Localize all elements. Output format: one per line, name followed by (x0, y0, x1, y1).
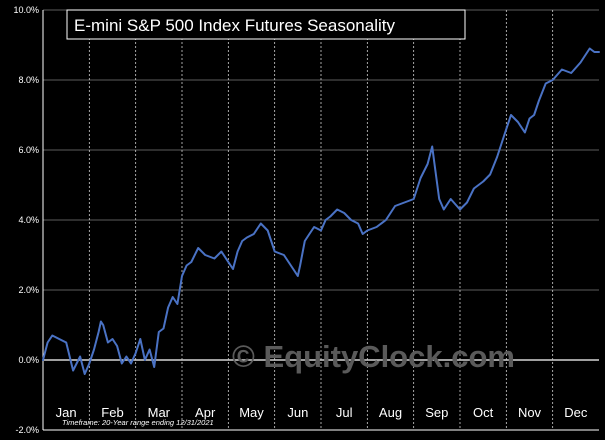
timeframe-footnote: Timeframe: 20-Year range ending 12/31/20… (62, 418, 214, 427)
month-label: Jul (336, 405, 353, 420)
chart-title: E-mini S&P 500 Index Futures Seasonality (74, 16, 395, 35)
month-label: Sep (425, 405, 448, 420)
y-tick-label: 6.0% (18, 145, 39, 155)
y-axis-ticks: -2.0% 0.0% 2.0% 4.0% 6.0% 8.0% 10.0% (13, 5, 39, 435)
month-label: Apr (195, 405, 216, 420)
y-tick-label: 10.0% (13, 5, 39, 15)
month-label: Dec (564, 405, 588, 420)
month-label: Oct (473, 405, 494, 420)
y-tick-label: 4.0% (18, 215, 39, 225)
month-label: Jan (56, 405, 77, 420)
series-layer (42, 47, 600, 375)
x-axis-ticks: Jan Feb Mar Apr May Jun Jul Aug Sep Oct Nov Dec (56, 405, 588, 420)
month-label: Mar (148, 405, 171, 420)
series-line (42, 47, 600, 375)
y-tick-label: 8.0% (18, 75, 39, 85)
month-label: May (239, 405, 264, 420)
month-label: Jun (287, 405, 308, 420)
title-box-frame (66, 9, 466, 40)
month-label: Aug (379, 405, 402, 420)
title-box: E-mini S&P 500 Index Futures Seasonality (66, 9, 466, 40)
month-label: Feb (101, 405, 123, 420)
y-tick-label: 2.0% (18, 285, 39, 295)
y-tick-label: -2.0% (15, 425, 39, 435)
y-tick-label: 0.0% (18, 355, 39, 365)
month-label: Nov (518, 405, 542, 420)
watermark: © EquityClock.com (232, 339, 515, 374)
